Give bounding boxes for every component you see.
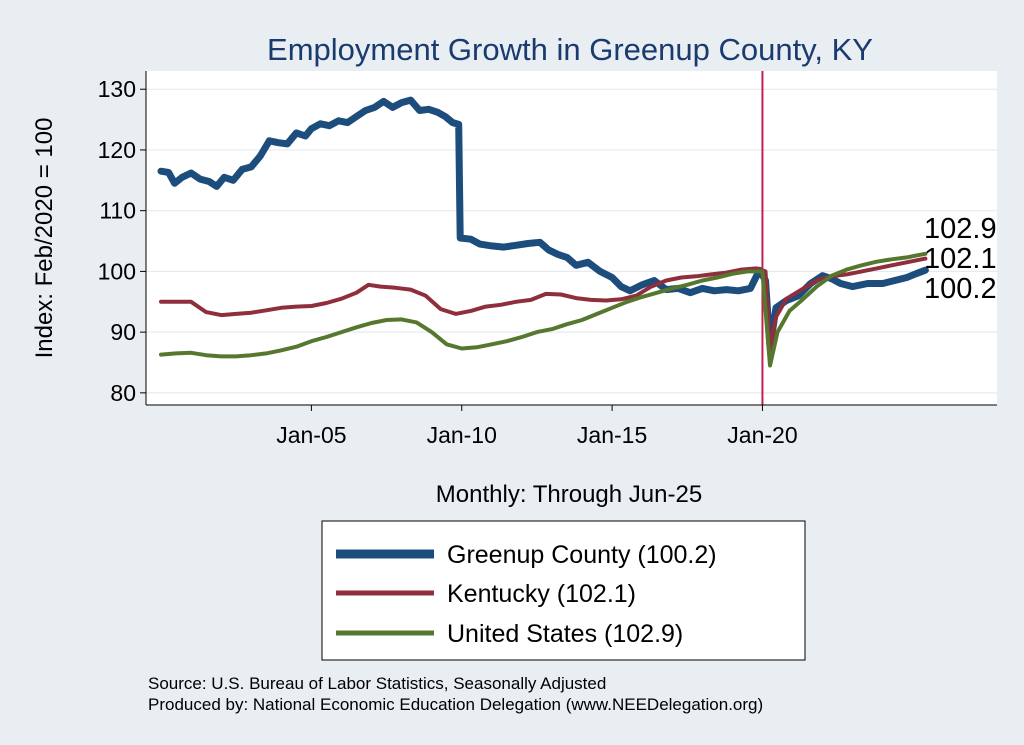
y-tick-label: 110 — [99, 198, 136, 224]
x-axis-ticks: Jan-05 Jan-10 Jan-15 Jan-20 — [276, 405, 798, 448]
legend-label-united-states: United States (102.9) — [447, 620, 683, 648]
legend-label-greenup: Greenup County (100.2) — [447, 541, 717, 569]
series-line-greenup — [157, 96, 929, 351]
chart-title: Employment Growth in Greenup County, KY — [267, 32, 873, 67]
x-tick-label: Jan-15 — [577, 422, 647, 448]
grid-lines — [146, 88, 997, 394]
plot-area — [146, 71, 997, 405]
y-tick-label: 100 — [98, 258, 136, 284]
legend: Greenup County (100.2) Kentucky (102.1) … — [321, 520, 806, 661]
x-tick-label: Jan-10 — [427, 422, 497, 448]
y-tick-label: 130 — [98, 76, 136, 102]
y-axis-title: Index: Feb/2020 = 100 — [31, 118, 58, 359]
y-tick-label: 90 — [110, 319, 136, 345]
end-label-united-states: 100.2 — [924, 273, 997, 305]
series-line-united-states — [159, 251, 928, 368]
legend-label-kentucky: Kentucky (102.1) — [447, 580, 636, 608]
y-tick-label: 80 — [110, 380, 136, 406]
series-group — [157, 96, 929, 368]
source-note: Source: U.S. Bureau of Labor Statistics,… — [148, 674, 606, 693]
producer-note: Produced by: National Economic Education… — [148, 695, 763, 714]
series-line-kentucky — [159, 256, 928, 353]
end-label-kentucky: 102.1 — [924, 243, 997, 275]
end-label-greenup: 102.9 — [924, 213, 997, 245]
x-tick-label: Jan-20 — [727, 422, 797, 448]
x-tick-label: Jan-05 — [276, 422, 346, 448]
y-axis-ticks: 80 90 100 110 120 130 — [98, 76, 146, 406]
y-tick-label: 120 — [98, 137, 136, 163]
x-axis-title: Monthly: Through Jun-25 — [436, 481, 702, 508]
